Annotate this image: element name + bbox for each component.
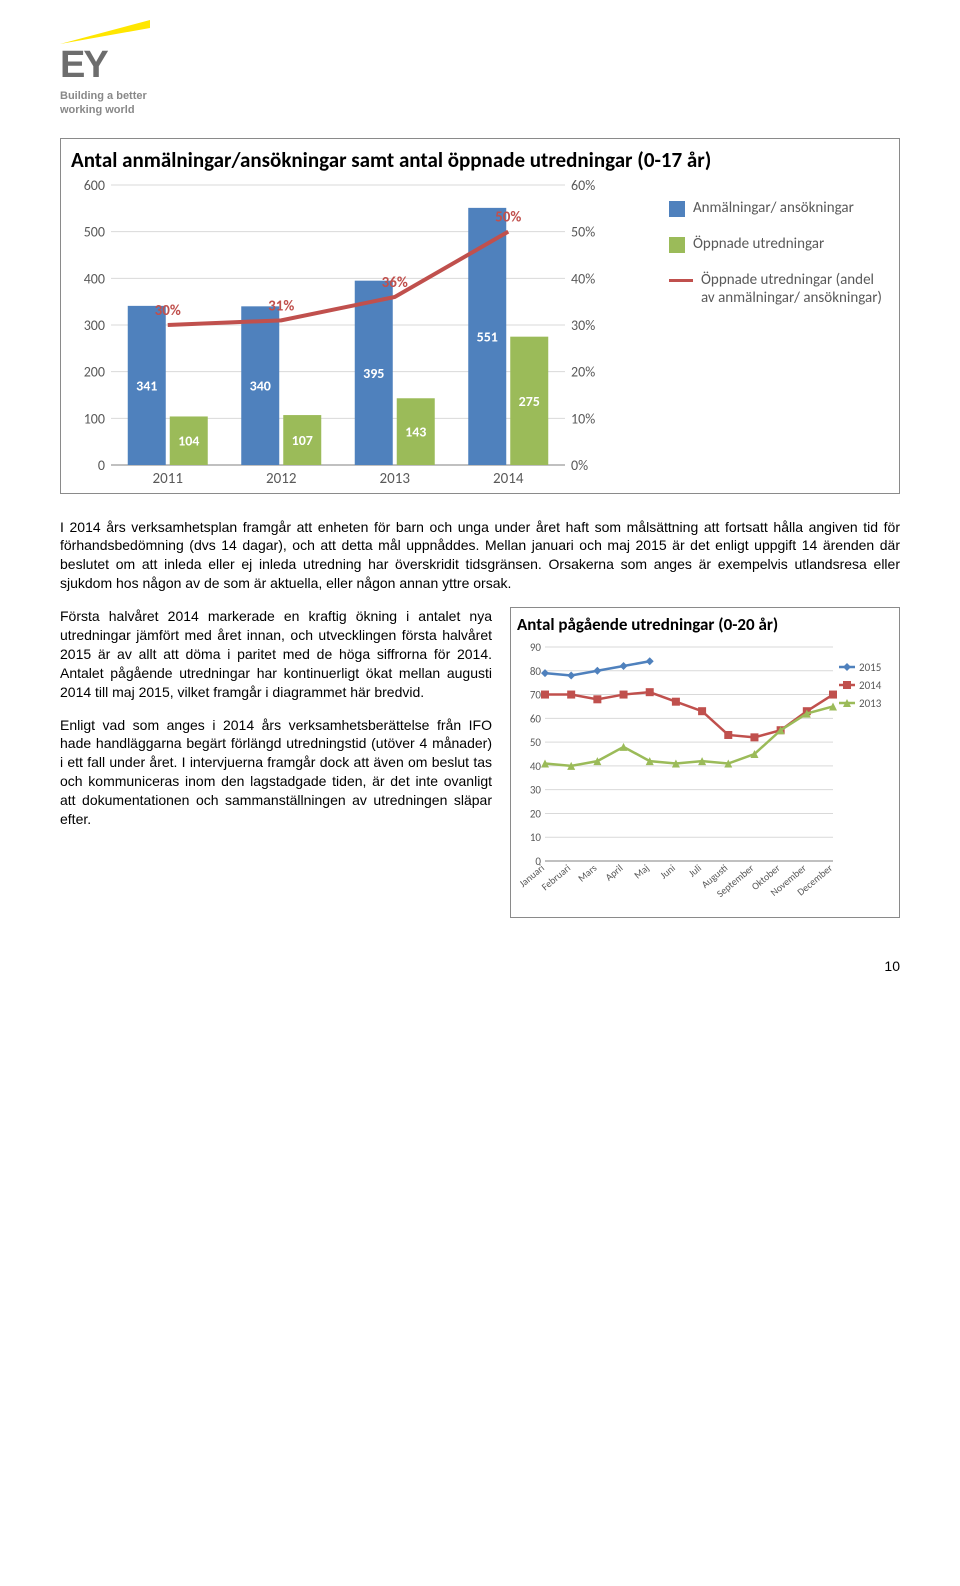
svg-text:30: 30	[530, 784, 542, 797]
legend-item: Anmälningar/ ansökningar	[669, 199, 889, 217]
chart1-legend: Anmälningar/ ansökningar Öppnade utrednin…	[669, 179, 889, 489]
svg-text:50: 50	[530, 736, 542, 749]
paragraph-3: Enligt vad som anges i 2014 års verksamh…	[60, 716, 492, 829]
svg-text:100: 100	[84, 410, 105, 427]
svg-text:36%: 36%	[382, 274, 408, 292]
svg-text:Mars: Mars	[575, 861, 599, 884]
ey-tagline: Building a better working world	[60, 90, 900, 118]
ey-logo-sweep	[60, 20, 150, 44]
svg-text:2013: 2013	[859, 697, 882, 710]
svg-text:60: 60	[530, 712, 542, 725]
chart2-title: Antal pågående utredningar (0-20 år)	[517, 614, 893, 635]
svg-text:70: 70	[530, 689, 542, 702]
chart-anmalningar: Antal anmälningar/ansökningar samt antal…	[60, 138, 900, 494]
svg-text:104: 104	[178, 432, 199, 449]
ey-logo-text: EY	[60, 46, 900, 84]
svg-text:341: 341	[136, 377, 157, 394]
svg-text:340: 340	[250, 377, 271, 394]
chart1-title: Antal anmälningar/ansökningar samt antal…	[71, 147, 889, 173]
svg-text:2014: 2014	[493, 470, 524, 488]
svg-text:107: 107	[292, 432, 313, 449]
svg-text:90: 90	[530, 641, 542, 654]
chart1-svg: 0 100 200 300 400 500 600 0% 10% 20% 30% 40% 50% 60% 3…	[71, 179, 611, 489]
svg-text:20: 20	[530, 808, 542, 821]
svg-text:80: 80	[530, 665, 542, 678]
svg-text:Februari: Februari	[539, 861, 573, 893]
paragraph-1: I 2014 års verksamhetsplan framgår att e…	[60, 518, 900, 594]
svg-text:30%: 30%	[155, 302, 181, 320]
svg-text:0: 0	[98, 457, 105, 474]
svg-text:2012: 2012	[266, 470, 296, 488]
page-number: 10	[60, 958, 900, 974]
svg-text:10: 10	[530, 831, 542, 844]
legend-item: Öppnade utredningar	[669, 235, 889, 253]
svg-text:Juni: Juni	[657, 861, 678, 881]
ey-logo: EY Building a better working world	[60, 20, 900, 118]
svg-text:10%: 10%	[571, 410, 595, 427]
svg-text:Juli: Juli	[686, 861, 704, 879]
left-column-text: Första halvåret 2014 markerade en krafti…	[60, 607, 492, 918]
svg-text:60%: 60%	[571, 179, 595, 194]
svg-text:143: 143	[405, 423, 426, 440]
svg-text:395: 395	[363, 364, 384, 381]
svg-text:30%: 30%	[571, 317, 595, 334]
svg-text:500: 500	[84, 223, 105, 240]
chart-pagaende: Antal pågående utredningar (0-20 år) 010…	[510, 607, 900, 918]
svg-text:300: 300	[84, 317, 105, 334]
svg-text:2013: 2013	[380, 470, 411, 488]
svg-text:Maj: Maj	[631, 861, 651, 881]
svg-text:2011: 2011	[153, 470, 183, 488]
svg-text:50%: 50%	[495, 208, 521, 226]
legend-item: Öppnade utredningar (andel av anmälninga…	[669, 271, 889, 307]
svg-text:400: 400	[84, 270, 105, 287]
svg-text:200: 200	[84, 363, 105, 380]
svg-text:551: 551	[477, 328, 498, 345]
svg-text:600: 600	[84, 179, 105, 194]
svg-text:31%: 31%	[268, 297, 294, 315]
svg-text:2014: 2014	[859, 679, 882, 692]
svg-text:40%: 40%	[571, 270, 595, 287]
svg-text:40: 40	[530, 760, 542, 773]
svg-text:0%: 0%	[571, 457, 588, 474]
svg-text:20%: 20%	[571, 363, 595, 380]
svg-text:2015: 2015	[859, 661, 881, 674]
paragraph-2: Första halvåret 2014 markerade en krafti…	[60, 607, 492, 701]
chart2-svg: 0102030405060708090JanuariFebruariMarsAp…	[517, 641, 887, 911]
svg-text:50%: 50%	[571, 223, 595, 240]
svg-text:April: April	[602, 861, 625, 883]
svg-text:275: 275	[519, 392, 540, 409]
